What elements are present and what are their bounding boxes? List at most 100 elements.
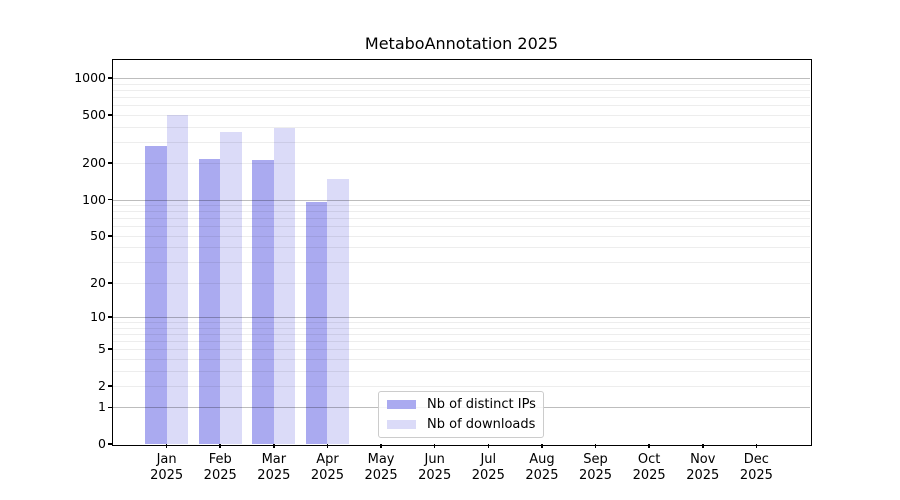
gridline-minor: [113, 385, 810, 387]
x-tick-label: Jun 2025: [408, 452, 462, 484]
gridline-minor: [113, 247, 810, 249]
y-tick: [108, 316, 112, 318]
y-tick: [108, 385, 112, 387]
bar-downloads-mar: [273, 128, 296, 444]
legend: Nb of distinct IPs Nb of downloads: [378, 391, 544, 438]
y-tick: [108, 235, 112, 237]
x-tick: [487, 444, 490, 448]
y-tick: [108, 162, 112, 164]
x-tick-label-year: 2025: [739, 468, 773, 483]
x-tick: [594, 444, 597, 448]
gridline-minor: [113, 235, 810, 237]
x-tick-label-year: 2025: [418, 468, 452, 483]
bar-downloads-feb: [220, 132, 242, 444]
gridline-minor: [113, 349, 810, 351]
legend-item-distinct-ips: Nb of distinct IPs: [387, 397, 536, 412]
x-tick: [165, 444, 168, 448]
y-tick: [108, 77, 112, 79]
x-tick-label: Sep 2025: [569, 452, 623, 484]
y-tick-label: 1: [98, 399, 106, 415]
gridline-major: [113, 78, 810, 80]
gridline-minor: [113, 226, 810, 228]
x-tick: [326, 444, 329, 448]
chart-title: MetaboAnnotation 2025: [364, 34, 559, 53]
bar-ips-jan: [145, 145, 167, 444]
x-tick-label: Mar 2025: [247, 452, 301, 484]
gridline-minor: [113, 205, 810, 207]
x-tick-label: May 2025: [354, 452, 408, 484]
x-tick-label-year: 2025: [686, 468, 720, 483]
x-tick-label-year: 2025: [364, 468, 398, 483]
x-tick-label-year: 2025: [471, 468, 505, 483]
x-tick-label: Feb 2025: [193, 452, 247, 484]
y-tick: [108, 406, 112, 409]
bar-ips-apr: [305, 201, 328, 444]
y-tick: [108, 198, 112, 201]
gridline-minor: [113, 114, 810, 116]
y-tick-label: 0: [98, 436, 106, 451]
y-tick-label: 200: [82, 155, 106, 171]
bar-ips-feb: [198, 158, 221, 444]
gridline-minor: [113, 163, 810, 165]
x-tick: [380, 444, 382, 448]
gridline-minor: [113, 370, 810, 372]
x-tick-label-year: 2025: [203, 468, 237, 483]
gridline-minor: [113, 322, 810, 324]
x-tick-label: Aug 2025: [515, 452, 569, 484]
x-tick-label-year: 2025: [632, 468, 666, 483]
gridline-minor: [113, 105, 810, 107]
gridline-minor: [113, 126, 810, 128]
gridline-minor: [113, 97, 810, 99]
gridline-major: [113, 199, 810, 201]
x-tick-label-year: 2025: [310, 468, 344, 483]
x-tick-label-year: 2025: [257, 468, 291, 483]
bar-downloads-jan: [166, 114, 189, 444]
y-tick: [108, 348, 112, 350]
legend-item-downloads: Nb of downloads: [387, 417, 535, 432]
y-tick-label: 20: [90, 274, 106, 290]
x-tick: [702, 444, 704, 448]
x-tick: [755, 444, 758, 448]
bar-downloads-apr: [327, 179, 349, 444]
gridline-minor: [113, 340, 810, 342]
gridline-minor: [113, 83, 810, 85]
x-tick-label-year: 2025: [150, 468, 184, 483]
x-tick-label: Nov 2025: [676, 452, 730, 484]
y-tick-label: 2: [98, 377, 106, 393]
y-tick-label: 50: [90, 227, 106, 243]
bar-ips-mar: [252, 159, 274, 444]
y-tick: [108, 114, 112, 116]
gridline-minor: [113, 141, 810, 143]
x-tick-label-year: 2025: [525, 468, 559, 483]
y-tick-label: 500: [82, 106, 106, 122]
y-tick-label: 100: [82, 191, 106, 207]
legend-swatch-distinct-ips-icon: [387, 399, 416, 410]
gridline-minor: [113, 211, 810, 213]
gridline-minor: [113, 262, 810, 264]
y-tick: [108, 282, 112, 284]
legend-label-distinct-ips: Nb of distinct IPs: [427, 397, 536, 412]
x-tick-label: Jul 2025: [461, 452, 515, 484]
y-tick-label: 5: [98, 341, 106, 357]
gridline-minor: [113, 358, 810, 360]
grid-layer: [113, 60, 810, 444]
x-tick-label: Oct 2025: [622, 452, 676, 484]
gridline-minor: [113, 333, 810, 335]
x-tick: [541, 444, 543, 448]
x-tick-label: Jan 2025: [140, 452, 194, 484]
plot-area: [113, 60, 810, 444]
y-tick: [108, 443, 112, 445]
x-tick: [433, 444, 436, 448]
x-tick-label-year: 2025: [578, 468, 613, 483]
gridline-minor: [113, 327, 810, 329]
gridline-minor: [113, 218, 810, 220]
legend-swatch-downloads-icon: [387, 419, 416, 430]
y-tick-label: 1000: [74, 70, 106, 86]
legend-label-downloads: Nb of downloads: [427, 417, 536, 432]
gridline-minor: [113, 282, 810, 284]
y-tick-label: 10: [90, 309, 106, 325]
bars-layer: [113, 60, 810, 444]
x-tick-label: Dec 2025: [729, 452, 783, 484]
x-tick: [219, 444, 221, 448]
